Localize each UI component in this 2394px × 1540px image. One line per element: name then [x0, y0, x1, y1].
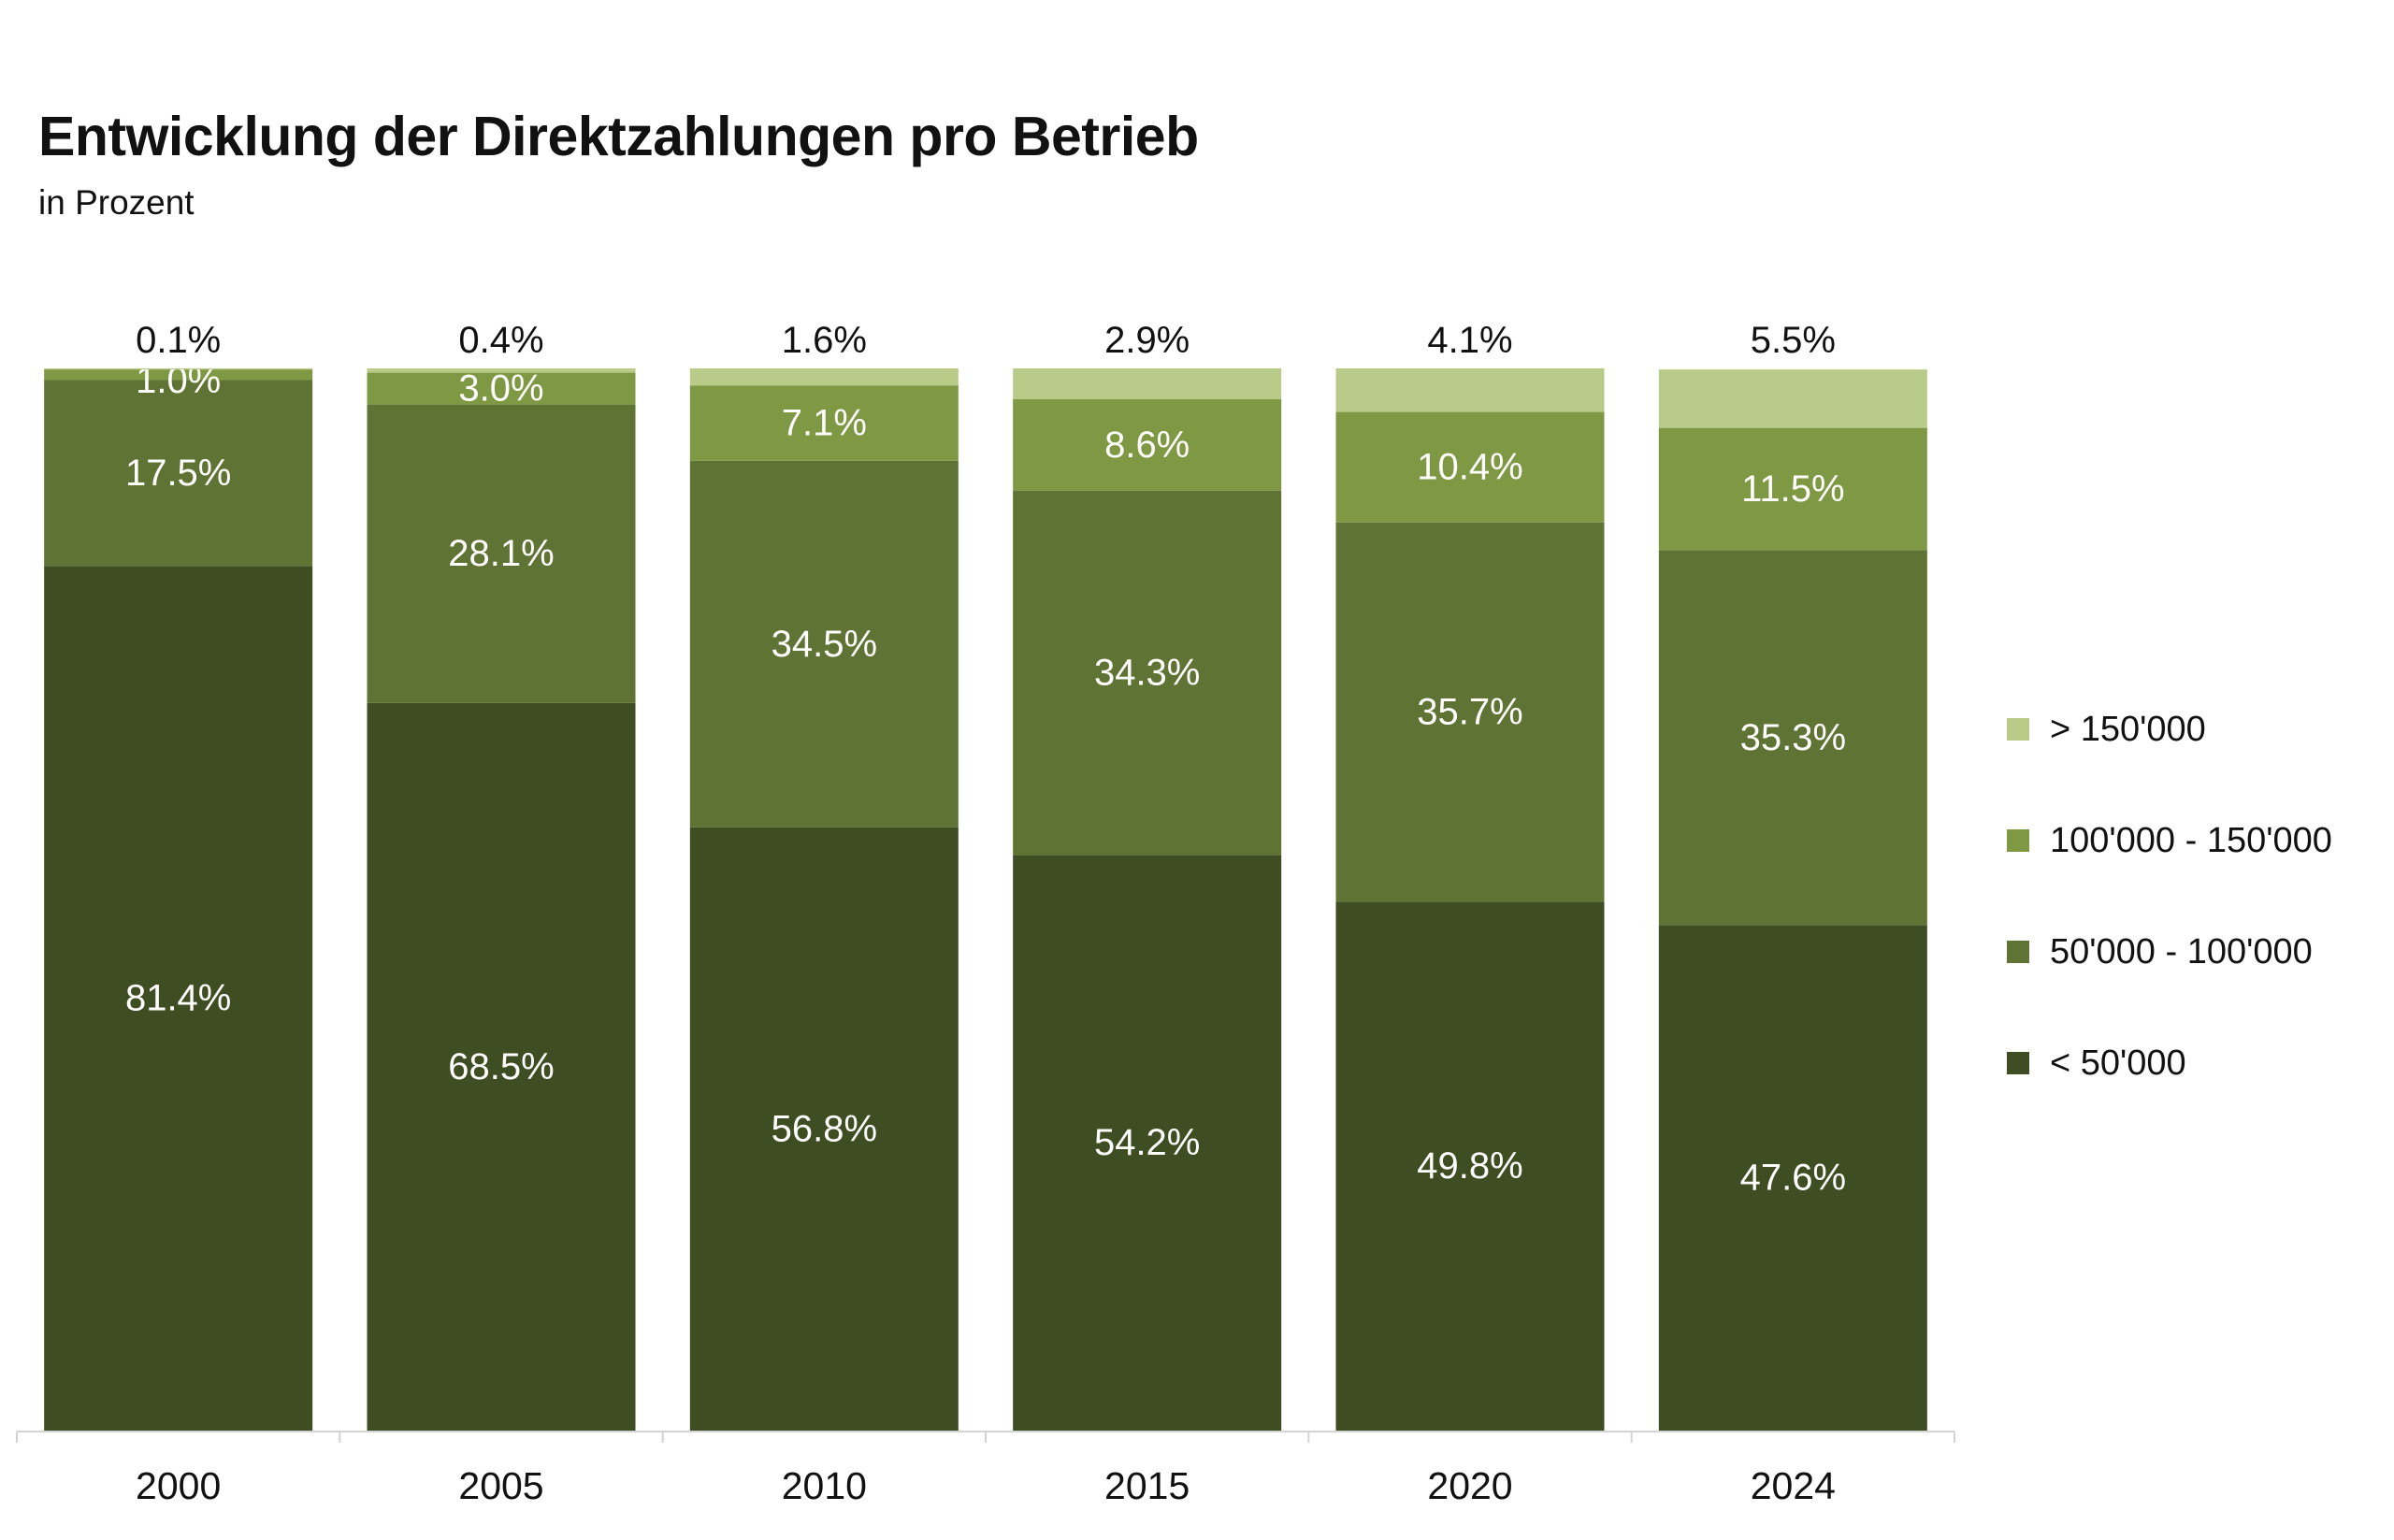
bar-segment	[1013, 855, 1282, 1431]
legend-label: > 150'000	[2050, 709, 2206, 749]
legend-item: 50'000 - 100'000	[2007, 928, 2313, 975]
data-label: 2.9%	[1104, 320, 1190, 361]
legend-swatch	[2007, 941, 2029, 963]
data-label: 4.1%	[1427, 320, 1512, 361]
data-label: 0.1%	[136, 320, 221, 361]
bar-segment	[1013, 368, 1282, 399]
data-label: 11.5%	[1741, 468, 1844, 510]
data-label: 3.0%	[458, 368, 543, 410]
data-label: 8.6%	[1104, 425, 1190, 466]
bar-segment	[1658, 550, 1927, 926]
bar-segment	[1335, 368, 1605, 412]
legend-label: 50'000 - 100'000	[2050, 931, 2313, 971]
data-label: 68.5%	[448, 1046, 554, 1087]
bar-segment	[1658, 427, 1927, 551]
bar-segment	[689, 368, 959, 386]
chart-subtitle: in Prozent	[38, 183, 195, 222]
x-tick-label: 2000	[136, 1464, 221, 1507]
data-label: 34.5%	[772, 624, 877, 665]
data-label: 34.3%	[1094, 652, 1200, 693]
bar-segment	[44, 369, 313, 381]
data-label: 5.5%	[1751, 320, 1836, 361]
data-label: 10.4%	[1417, 447, 1522, 488]
legend-item: < 50'000	[2007, 1040, 2186, 1087]
data-label: 7.1%	[782, 403, 867, 444]
data-label: 47.6%	[1740, 1158, 1846, 1199]
legend-item: 100'000 - 150'000	[2007, 817, 2332, 864]
data-label: 35.7%	[1417, 691, 1522, 732]
data-label: 81.4%	[125, 978, 231, 1019]
bar-segment	[1658, 369, 1927, 428]
bar-segment	[1013, 490, 1282, 856]
bar-segment	[44, 368, 313, 370]
legend-swatch	[2007, 829, 2029, 852]
legend-label: < 50'000	[2050, 1043, 2186, 1083]
bar-segment	[689, 460, 959, 828]
bar-segment	[367, 702, 636, 1431]
data-label: 49.8%	[1417, 1145, 1522, 1187]
bar-segment	[367, 404, 636, 703]
chart-title: Entwicklung der Direktzahlungen pro Betr…	[38, 106, 1199, 167]
data-label: 1.6%	[782, 320, 867, 361]
data-label: 35.3%	[1740, 717, 1846, 758]
data-label: 0.4%	[458, 320, 543, 361]
x-tick-label: 2024	[1751, 1464, 1836, 1507]
data-label: 54.2%	[1094, 1122, 1200, 1163]
legend-swatch	[2007, 1052, 2029, 1074]
bar-segment	[44, 380, 313, 567]
x-tick-label: 2015	[1104, 1464, 1190, 1507]
bar-segment	[689, 827, 959, 1431]
bar-segment	[367, 372, 636, 405]
legend-swatch	[2007, 718, 2029, 741]
x-tick-label: 2010	[782, 1464, 867, 1507]
bar-segment	[44, 566, 313, 1431]
bar-segment	[1658, 925, 1927, 1431]
bar-segment	[689, 385, 959, 461]
x-tick-label: 2020	[1427, 1464, 1512, 1507]
bar-segment	[1335, 522, 1605, 902]
bar-segment	[1335, 901, 1605, 1431]
x-tick-label: 2005	[458, 1464, 543, 1507]
legend-item: > 150'000	[2007, 706, 2206, 753]
bar-segment	[1013, 398, 1282, 491]
data-label: 28.1%	[448, 533, 554, 574]
data-label: 17.5%	[125, 453, 231, 494]
bar-segment	[1335, 411, 1605, 523]
data-label: 56.8%	[772, 1108, 877, 1149]
data-label: 1.0%	[136, 360, 221, 401]
legend-label: 100'000 - 150'000	[2050, 820, 2332, 860]
bar-segment	[367, 368, 636, 373]
